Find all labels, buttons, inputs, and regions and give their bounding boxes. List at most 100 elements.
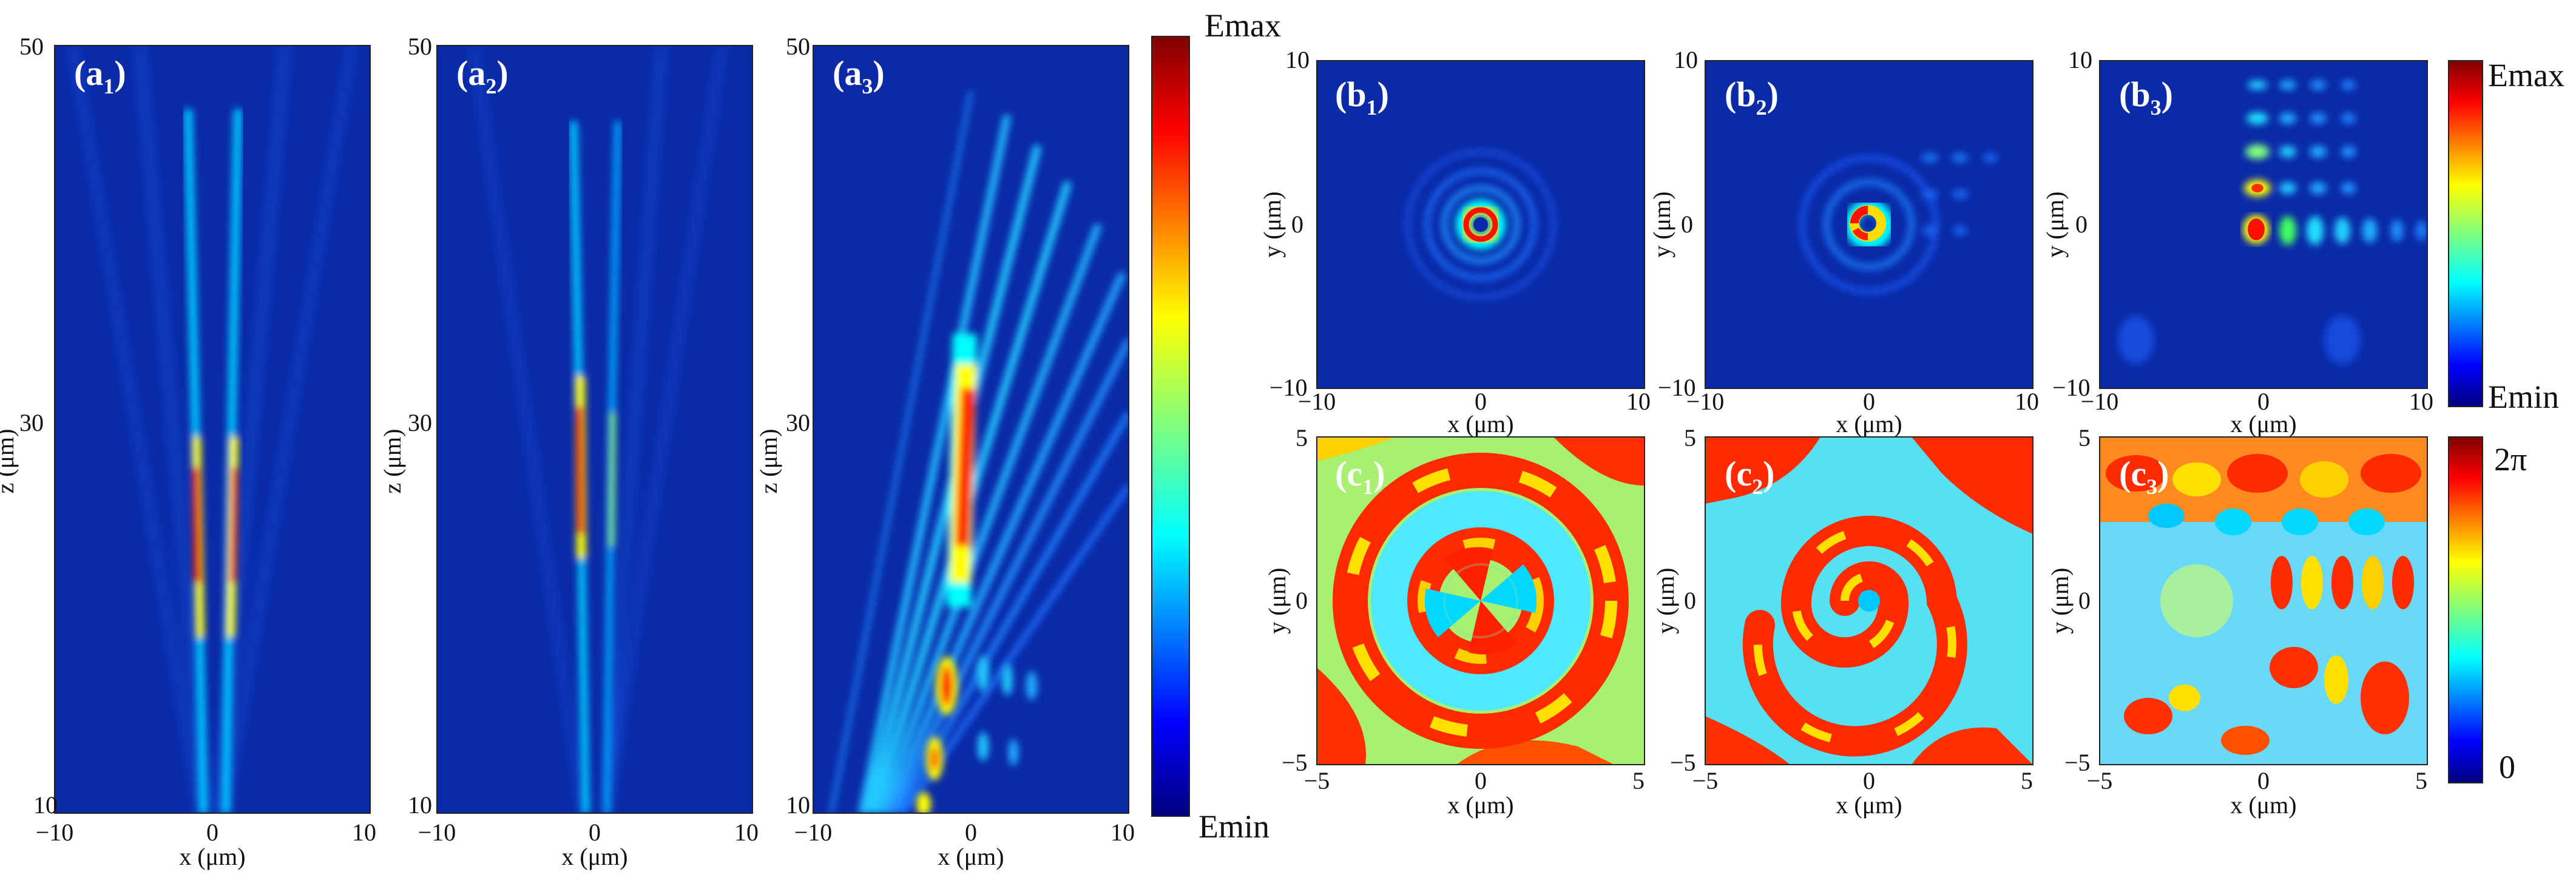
panel-b3-field [2118, 80, 2427, 364]
b1-ytick-0: 0 [1291, 211, 1303, 238]
colorbar-c: 2π 0 [2448, 436, 2527, 785]
c1-xtick-neg5: −5 [1304, 767, 1330, 794]
b3-xtick-0: 0 [2257, 388, 2270, 415]
panel-b2-background [1705, 61, 2033, 388]
c1-xtick-5: 5 [1632, 767, 1645, 794]
panel-a2: (a2) 50 30 10 z (μm) −10 0 10 x (μm) [379, 33, 759, 870]
a1-xtick-10: 10 [352, 819, 376, 846]
colorbar-a-max: Emax [1205, 7, 1281, 44]
c3-ytick-5: 5 [2078, 424, 2091, 451]
b2-xtick-0: 0 [1863, 388, 1875, 415]
a2-xtick-0: 0 [589, 819, 601, 846]
c1-ytick-5: 5 [1296, 424, 1308, 451]
panel-c1: (c1) 5 0 −5 y (μm) −5 0 5 x (μm) [1263, 424, 1645, 819]
a3-xtick-neg10: −10 [794, 819, 833, 846]
a2-ytick-50: 50 [408, 33, 432, 60]
a3-xlabel: x (μm) [938, 843, 1004, 870]
colorbar-c-max: 2π [2494, 441, 2527, 478]
a3-ytick-10: 10 [786, 791, 810, 819]
a2-xlabel: x (μm) [561, 843, 627, 870]
c3-xtick-0: 0 [2257, 767, 2270, 794]
c3-xlabel: x (μm) [2230, 791, 2296, 819]
panel-a3: (a3) 50 30 10 z (μm) −10 0 10 x (μm) [755, 33, 1135, 870]
panel-a1-field [70, 46, 354, 813]
c1-ytick-0: 0 [1296, 587, 1308, 614]
panel-b2: (b2) 10 0 −10 y (μm) −10 0 10 x (μm) [1648, 46, 2039, 438]
colorbar-c-gradient [2448, 436, 2483, 783]
panel-c3-label: (c3) [2119, 454, 2169, 499]
panel-c1-label: (c1) [1335, 454, 1385, 499]
a3-xtick-10: 10 [1111, 819, 1135, 846]
b2-ytick-10: 10 [1674, 46, 1698, 73]
b1-xtick-10: 10 [1626, 388, 1651, 415]
panel-c3: (c3) 5 0 −5 y (μm) −5 0 5 x (μm) [2046, 424, 2428, 819]
colorbar-b: Emax Emin [2448, 57, 2564, 415]
colorbar-b-max: Emax [2488, 57, 2564, 93]
b1-xtick-0: 0 [1475, 388, 1487, 415]
a1-xlabel: x (μm) [179, 843, 245, 870]
panel-b1-field [1406, 150, 1555, 299]
c2-ytick-5: 5 [1684, 424, 1696, 451]
a1-ytick-10: 10 [33, 791, 58, 819]
b2-ytick-neg10: −10 [1658, 374, 1696, 401]
panel-a1-background [55, 46, 370, 813]
a3-ytick-50: 50 [786, 33, 810, 60]
colorbar-a: Emax Emin [1151, 7, 1281, 845]
c3-ytick-0: 0 [2078, 587, 2091, 614]
b2-xtick-neg10: −10 [1686, 388, 1725, 415]
b1-xlabel: x (μm) [1447, 410, 1513, 438]
colorbar-a-min: Emin [1198, 808, 1269, 845]
colorbar-a-gradient [1151, 36, 1190, 817]
a1-ylabel: z (μm) [0, 429, 19, 494]
panel-c2: (c2) 5 0 −5 y (μm) −5 0 5 x (μm) [1652, 424, 2033, 819]
b3-ytick-10: 10 [2068, 46, 2092, 73]
panel-c1-field [1317, 437, 1645, 765]
colorbar-b-min: Emin [2488, 379, 2559, 415]
b3-xlabel: x (μm) [2230, 410, 2296, 438]
a1-ytick-50: 50 [19, 33, 44, 60]
panel-c3-field [2100, 437, 2427, 755]
c1-xlabel: x (μm) [1447, 791, 1513, 819]
a1-xtick-0: 0 [206, 819, 218, 846]
a3-xtick-0: 0 [965, 819, 977, 846]
c1-ylabel: y (μm) [1263, 567, 1291, 634]
panel-a3-field [829, 46, 1129, 813]
panel-b3: (b3) 10 0 −10 y (μm) −10 0 10 x (μm) [2041, 46, 2433, 438]
c2-ytick-neg5: −5 [1670, 749, 1696, 776]
b3-ylabel: y (μm) [2041, 191, 2069, 257]
panel-b2-label: (b2) [1725, 75, 1779, 120]
panel-b2-field [1800, 153, 1998, 294]
c2-xlabel: x (μm) [1836, 791, 1902, 819]
a2-xtick-neg10: −10 [418, 819, 456, 846]
panel-a2-label: (a2) [456, 53, 509, 98]
c2-ylabel: y (μm) [1652, 567, 1679, 634]
c1-xtick-0: 0 [1475, 767, 1487, 794]
c3-xtick-5: 5 [2415, 767, 2427, 794]
b1-ylabel: y (μm) [1259, 191, 1286, 257]
a1-ytick-30: 30 [19, 409, 44, 436]
b3-xtick-10: 10 [2409, 388, 2433, 415]
c2-ytick-0: 0 [1684, 587, 1696, 614]
c2-xtick-5: 5 [2021, 767, 2033, 794]
panel-c2-field [1705, 437, 2033, 765]
colorbar-c-min: 0 [2499, 749, 2515, 785]
panel-a1-label: (a1) [74, 53, 126, 98]
c3-xtick-neg5: −5 [2087, 767, 2113, 794]
a2-xtick-10: 10 [734, 819, 759, 846]
b3-xtick-neg10: −10 [2081, 388, 2119, 415]
b3-ytick-neg10: −10 [2052, 374, 2091, 401]
b1-ytick-10: 10 [1285, 46, 1310, 73]
b2-xtick-10: 10 [2015, 388, 2039, 415]
c3-ylabel: y (μm) [2046, 567, 2074, 634]
colorbar-b-gradient [2448, 60, 2483, 407]
panel-b3-label: (b3) [2119, 75, 2173, 120]
panel-b1: (b1) 10 0 −10 y (μm) −10 0 10 x (μm) [1259, 46, 1651, 438]
panel-a2-field [471, 46, 725, 813]
b2-ylabel: y (μm) [1648, 191, 1675, 257]
c2-xtick-0: 0 [1863, 767, 1875, 794]
panel-b1-label: (b1) [1335, 75, 1389, 120]
c2-xtick-neg5: −5 [1692, 767, 1719, 794]
b1-xtick-neg10: −10 [1298, 388, 1336, 415]
a3-ytick-30: 30 [786, 409, 810, 436]
